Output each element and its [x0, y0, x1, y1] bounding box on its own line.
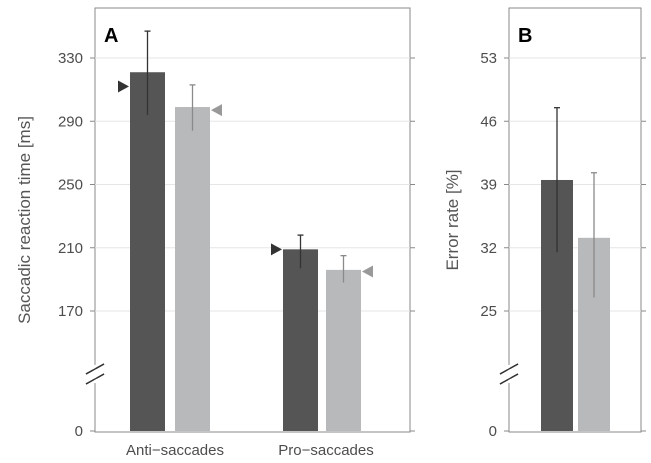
y-tick-label: 210: [58, 240, 83, 257]
panel-a-y-ticks: 0 170 210 250 290 330: [58, 50, 415, 440]
panel-a-letter: A: [104, 25, 118, 47]
bar-panel-a-series-2-cat-1: [175, 107, 210, 432]
x-tick-label-anti-saccades: Anti−saccades: [126, 442, 224, 459]
axis-break-mark: [85, 373, 105, 385]
y-tick-label: 46: [480, 113, 497, 130]
panel-b-grid: [509, 57, 641, 312]
panel-b: 0 25 32 39 46 53 B Error rate [%]: [443, 7, 646, 440]
y-tick-label: 290: [58, 113, 83, 130]
panel-b-y-axis-label: Error rate [%]: [443, 169, 462, 270]
bar-panel-a-series-2-cat-2: [326, 269, 361, 431]
marker-triangle-left: [362, 265, 373, 278]
marker-triangle-right: [118, 80, 129, 93]
y-tick-label: 25: [480, 303, 497, 320]
axis-break-mark: [499, 363, 519, 375]
x-tick-label-pro-saccades: Pro−saccades: [278, 442, 373, 459]
panel-a-frame: [94, 7, 411, 433]
panel-a: 0 170 210 250 290 330 Anti−saccades Pro−sacca…: [15, 7, 415, 459]
y-tick-label: 0: [75, 423, 83, 440]
panel-a-x-tick-labels: Anti−saccades Pro−saccades: [126, 442, 374, 459]
axis-break-gap: [506, 364, 512, 384]
axis-break-mark: [85, 363, 105, 375]
panel-b-y-ticks: 0 25 32 39 46 53: [480, 50, 646, 440]
panel-b-bars: [541, 107, 610, 431]
bar-panel-a-series-1-cat-2: [283, 249, 318, 431]
axis-break-gap: [92, 364, 98, 384]
y-tick-label: 170: [58, 303, 83, 320]
panel-a-bars: [118, 30, 373, 432]
y-tick-label: 53: [480, 50, 497, 67]
y-tick-label: 32: [480, 240, 497, 257]
panel-b-letter: B: [518, 25, 532, 47]
bar-panel-a-series-1-cat-1: [130, 72, 165, 431]
y-tick-label: 250: [58, 177, 83, 194]
panel-b-frame: [508, 7, 642, 433]
axis-break-mark: [499, 373, 519, 385]
y-tick-label: 39: [480, 177, 497, 194]
y-tick-label: 330: [58, 50, 83, 67]
panel-a-y-axis-label: Saccadic reaction time [ms]: [15, 116, 34, 324]
marker-triangle-right: [271, 243, 282, 256]
marker-triangle-left: [211, 104, 222, 117]
y-tick-label: 0: [489, 423, 497, 440]
